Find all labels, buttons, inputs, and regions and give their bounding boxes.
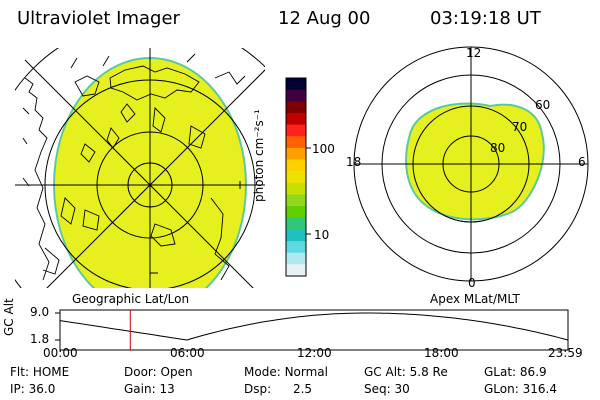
mlat-label-60: 60: [535, 98, 551, 112]
colorbar-segment: [286, 264, 306, 277]
status-door: Door: Open: [124, 365, 193, 379]
colorbar-segment: [286, 206, 306, 219]
mlt-label-12: 12: [466, 46, 482, 60]
flt-value: HOME: [32, 365, 70, 379]
apex-caption: Apex MLat/MLT: [430, 292, 520, 306]
altitude-curve: [59, 312, 569, 341]
colorbar-unit-label: photon cm⁻²s⁻¹: [252, 109, 266, 202]
colorbar-segment: [286, 217, 306, 230]
status-flt: Flt: HOME: [10, 365, 69, 379]
mode-value: Normal: [284, 365, 328, 379]
colorbar-segment: [286, 89, 306, 102]
time-tick-0: 00:00: [43, 346, 78, 360]
geographic-map: [15, 48, 265, 288]
mode-label: Mode:: [244, 365, 281, 379]
colorbar-segment: [286, 171, 306, 184]
instrument-title: Ultraviolet Imager: [17, 8, 180, 29]
colorbar-tick-100: 100: [312, 142, 335, 156]
status-glat: GLat: 86.9: [484, 365, 547, 379]
altitude-ytick-top: 9.0: [30, 305, 50, 319]
dsp-label: Dsp:: [244, 382, 272, 396]
status-gain: Gain: 13: [124, 382, 175, 396]
colorbar-segment: [286, 241, 306, 254]
door-value: Open: [160, 365, 193, 379]
time-tick-1: 06:00: [170, 346, 205, 360]
colorbar-segment: [286, 78, 306, 91]
glat-value: 86.9: [519, 365, 547, 379]
mlt-label-18: 18: [346, 155, 362, 169]
ip-value: 36.0: [28, 382, 56, 396]
colorbar-segment: [286, 136, 306, 149]
colorbar-segment: [286, 101, 306, 114]
ip-label: IP:: [10, 382, 25, 396]
gain-value: 13: [159, 382, 175, 396]
status-glon: GLon: 316.4: [484, 382, 557, 396]
geographic-caption: Geographic Lat/Lon: [72, 292, 190, 306]
colorbar-segment: [286, 159, 306, 172]
status-ip: IP: 36.0: [10, 382, 55, 396]
dsp-value: 2.5: [292, 382, 313, 396]
colorbar-segment: [286, 182, 306, 195]
status-seq: Seq: 30: [364, 382, 410, 396]
gain-label: Gain:: [124, 382, 156, 396]
glat-label: GLat:: [484, 365, 517, 379]
colorbar-segment: [286, 229, 306, 242]
mlt-label-6: 6: [578, 155, 586, 169]
altitude-ylabel: GC Alt: [2, 298, 16, 336]
seq-label: Seq:: [364, 382, 391, 396]
time-tick-2: 12:00: [297, 346, 332, 360]
altitude-timeline[interactable]: [0, 300, 600, 360]
seq-value: 30: [394, 382, 410, 396]
lat-lon-grid: [15, 48, 265, 288]
glon-label: GLon:: [484, 382, 519, 396]
colorbar-segment: [286, 112, 306, 126]
status-mode: Mode: Normal: [244, 365, 328, 379]
coastlines: [22, 53, 246, 281]
glon-value: 316.4: [522, 382, 557, 396]
colorbar-segment: [286, 194, 306, 207]
door-label: Door:: [124, 365, 157, 379]
altitude-ytick-bottom: 1.8: [30, 332, 50, 346]
colorbar-segment: [286, 147, 306, 161]
status-dsp: Dsp: 2.5: [244, 382, 312, 396]
time-tick-3: 18:00: [424, 346, 459, 360]
gcalt-label: GC Alt:: [364, 365, 406, 379]
mlat-label-70: 70: [512, 120, 528, 134]
status-gcalt: GC Alt: 5.8 Re: [364, 365, 448, 379]
time-label: 03:19:18 UT: [430, 8, 541, 29]
date-label: 12 Aug 00: [278, 8, 371, 29]
polar-mlt-plot: [353, 46, 589, 282]
mlt-label-0: 0: [468, 276, 476, 290]
time-tick-4: 23:59: [548, 346, 583, 360]
colorbar-segment: [286, 252, 306, 265]
flt-label: Flt:: [10, 365, 29, 379]
colorbar-tick-10: 10: [314, 228, 330, 242]
color-scale-bar[interactable]: [262, 76, 322, 281]
gcalt-value: 5.8 Re: [409, 365, 448, 379]
colorbar-segment: [286, 124, 306, 137]
mlat-label-80: 80: [490, 141, 506, 155]
